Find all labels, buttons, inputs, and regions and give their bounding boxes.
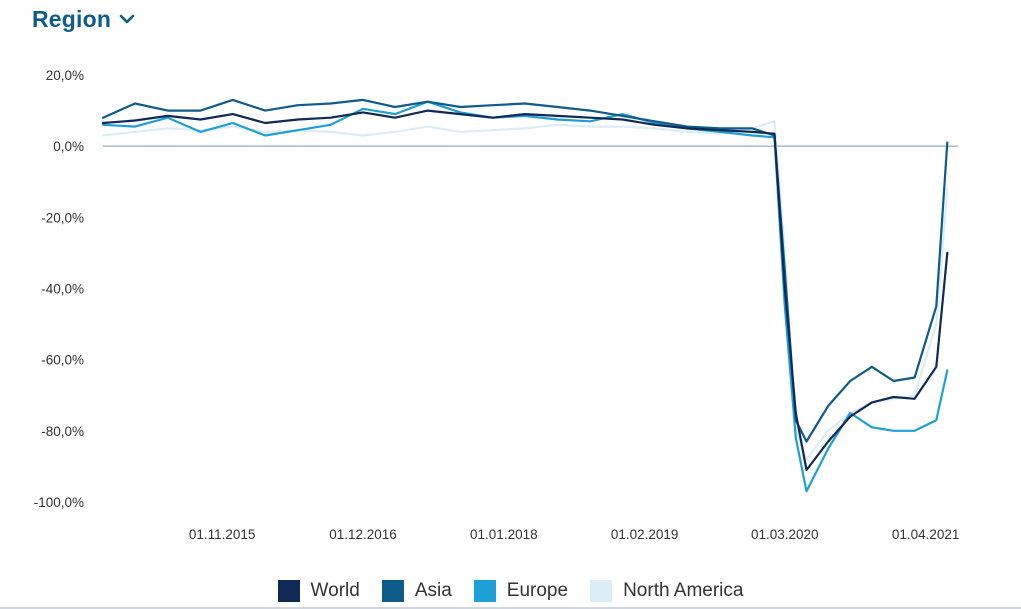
legend-item-world[interactable]: World — [277, 580, 360, 602]
legend-item-europe[interactable]: Europe — [473, 580, 569, 602]
x-tick-label: 01.01.2018 — [470, 527, 538, 542]
legend-label: North America — [623, 580, 744, 601]
legend-item-asia[interactable]: Asia — [381, 580, 452, 602]
legend-item-north-america[interactable]: North America — [590, 580, 743, 602]
legend-swatch — [381, 580, 404, 602]
legend-swatch — [590, 580, 613, 602]
series-line-north-america — [101, 120, 949, 461]
y-tick-label: -40,0% — [41, 282, 84, 297]
x-tick-label: 01.02.2019 — [611, 527, 679, 542]
chevron-down-icon — [119, 12, 135, 30]
divider — [0, 607, 1021, 609]
legend-label: World — [310, 580, 360, 601]
legend-swatch — [473, 580, 496, 602]
y-tick-label: 20,0% — [46, 68, 84, 83]
legend-swatch — [277, 580, 300, 602]
x-tick-label: 01.03.2020 — [751, 527, 819, 542]
region-dropdown-label: Region — [32, 6, 112, 32]
chart-legend: World Asia Europe North America — [0, 580, 1021, 602]
y-tick-label: -20,0% — [41, 210, 84, 225]
region-dropdown[interactable]: Region — [32, 6, 135, 33]
x-tick-label: 01.11.2015 — [189, 527, 256, 542]
y-tick-label: -60,0% — [41, 353, 84, 368]
legend-label: Asia — [414, 580, 452, 601]
x-tick-label: 01.04.2021 — [892, 527, 960, 542]
legend-label: Europe — [506, 580, 569, 601]
y-tick-label: -100,0% — [34, 495, 84, 510]
line-chart: 20,0% 0,0% -20,0% -40,0% -60,0% -80,0% -100,0%… — [34, 68, 960, 542]
series-line-asia — [101, 98, 949, 443]
series-line-world — [101, 109, 949, 472]
x-tick-label: 01.12.2016 — [329, 527, 397, 542]
y-tick-label: -80,0% — [41, 424, 84, 439]
y-tick-label: 0,0% — [53, 139, 84, 154]
series-line-europe — [101, 100, 949, 493]
